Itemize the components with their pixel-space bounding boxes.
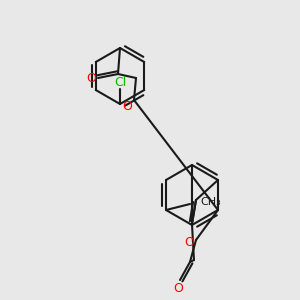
Text: O: O bbox=[184, 236, 194, 250]
Text: O: O bbox=[122, 100, 132, 113]
Text: CH₃: CH₃ bbox=[200, 197, 221, 207]
Text: O: O bbox=[86, 73, 96, 85]
Text: Cl: Cl bbox=[114, 76, 126, 88]
Text: O: O bbox=[173, 281, 183, 295]
